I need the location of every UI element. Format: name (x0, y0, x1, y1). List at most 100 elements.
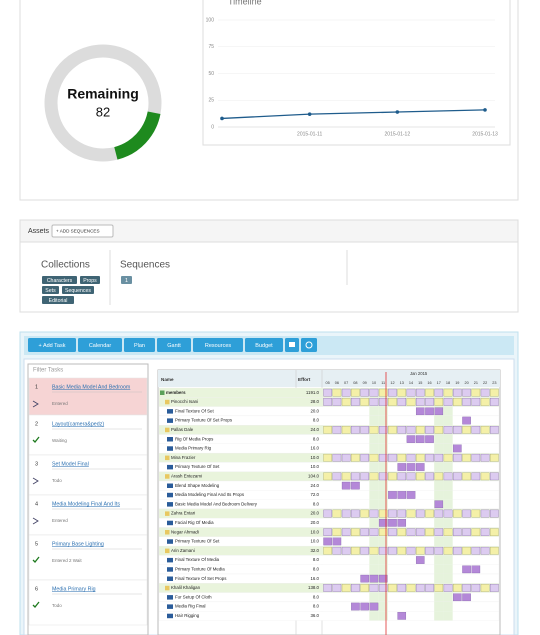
weekend-cell (369, 518, 379, 528)
gantt-cell (369, 426, 379, 434)
weekend-cell (378, 415, 388, 426)
gantt-cell (341, 528, 351, 536)
row-effort: 24.0 (310, 427, 319, 432)
x-tick-label: 2015-01-12 (385, 131, 411, 137)
weekend-cell (443, 406, 453, 416)
group-icon (165, 427, 170, 433)
gantt-cell (388, 509, 397, 518)
group-icon (165, 585, 170, 591)
gantt-cell (490, 426, 499, 434)
toolbar-button[interactable] (245, 338, 283, 352)
gantt-cell (397, 426, 407, 434)
gantt-cell (332, 528, 342, 536)
task-item[interactable] (28, 414, 148, 456)
gantt-cell (369, 528, 379, 536)
gantt-cell (378, 453, 388, 462)
task-item[interactable] (28, 534, 148, 581)
gantt-cell (434, 584, 444, 592)
weekend-cell (443, 481, 453, 491)
print-icon (289, 342, 295, 347)
gantt-cell (434, 546, 444, 555)
task-icon (167, 502, 173, 507)
collection-tag[interactable] (62, 286, 94, 294)
gantt-cell (332, 398, 342, 406)
gantt-cell (378, 584, 388, 592)
collection-tag[interactable] (42, 276, 77, 284)
gantt-cell (453, 453, 462, 462)
row-effort: 32.0 (310, 548, 319, 553)
gantt-cell (351, 388, 360, 397)
weekend-cell (378, 592, 388, 602)
status-icon (32, 400, 39, 408)
collection-tag[interactable] (42, 296, 74, 304)
gantt-cell (434, 388, 444, 397)
collection-tag[interactable] (42, 286, 59, 294)
task-item[interactable] (28, 377, 148, 416)
gantt-cell (415, 407, 425, 416)
toolbar-button[interactable] (124, 338, 155, 352)
weekend-cell (378, 555, 388, 565)
group-icon (165, 399, 170, 405)
weekend-cell (378, 434, 388, 444)
row-effort: 10.0 (310, 455, 319, 460)
gantt-cell (415, 426, 425, 434)
toolbar-button[interactable] (193, 338, 243, 352)
weekend-cell (369, 592, 379, 602)
day-label: 21 (474, 381, 478, 385)
gantt-cell (490, 453, 499, 462)
day-label: 07 (344, 381, 348, 385)
y-tick-label: 100 (206, 17, 215, 23)
row-effort: 28.0 (310, 399, 319, 404)
gantt-cell (471, 584, 481, 592)
weekend-cell (369, 462, 379, 472)
task-item[interactable] (28, 579, 148, 626)
task-item[interactable] (28, 454, 148, 496)
gantt-cell (360, 388, 369, 397)
gantt-cell (453, 472, 462, 481)
toolbar-button[interactable] (28, 338, 76, 352)
row-name: Primary Texture Of Set (175, 539, 220, 544)
gantt-cell (443, 426, 453, 434)
gantt-cell (425, 528, 434, 536)
task-number: 1 (35, 384, 38, 390)
gantt-cell (360, 398, 369, 406)
toolbar-button[interactable] (157, 338, 191, 352)
gantt-cell (434, 453, 444, 462)
gantt-cell (471, 528, 481, 536)
add-sequences-button[interactable] (51, 224, 114, 238)
gantt-cell (351, 426, 360, 434)
weekend-cell (443, 601, 453, 612)
day-label: 23 (492, 381, 496, 385)
toolbar-button[interactable] (78, 338, 122, 352)
task-name: Layout(camera&pedz) (52, 421, 104, 427)
gantt-cell (378, 519, 388, 527)
gantt-cell (471, 426, 481, 434)
task-status: Todo (52, 478, 62, 483)
toolbar-button-label: Budget (255, 343, 273, 349)
gantt-cell (490, 528, 499, 536)
gantt-cell (323, 426, 332, 434)
collection-tag[interactable] (80, 276, 100, 284)
gantt-cell (462, 388, 471, 397)
sequences-title: Sequences (120, 260, 170, 271)
task-item[interactable] (28, 494, 148, 536)
gantt-cell (369, 388, 379, 397)
refresh-button[interactable] (301, 338, 317, 352)
gantt-cell (434, 509, 444, 518)
point (220, 116, 224, 121)
gantt-cell (443, 388, 453, 397)
gantt-cell (480, 528, 490, 536)
weekend-cell (434, 574, 444, 584)
gantt-cell (443, 528, 453, 536)
gantt-cell (415, 463, 425, 471)
weekend-cell (443, 564, 453, 574)
gantt-cell (453, 426, 462, 434)
donut-center (65, 65, 141, 141)
task-icon (167, 418, 173, 423)
day-label: 13 (400, 381, 404, 385)
gantt-cell (378, 388, 388, 397)
task-icon (167, 604, 173, 609)
gantt-cell (388, 528, 397, 536)
gantt-cell (323, 537, 332, 546)
collection-tag-label: Props (83, 278, 97, 284)
